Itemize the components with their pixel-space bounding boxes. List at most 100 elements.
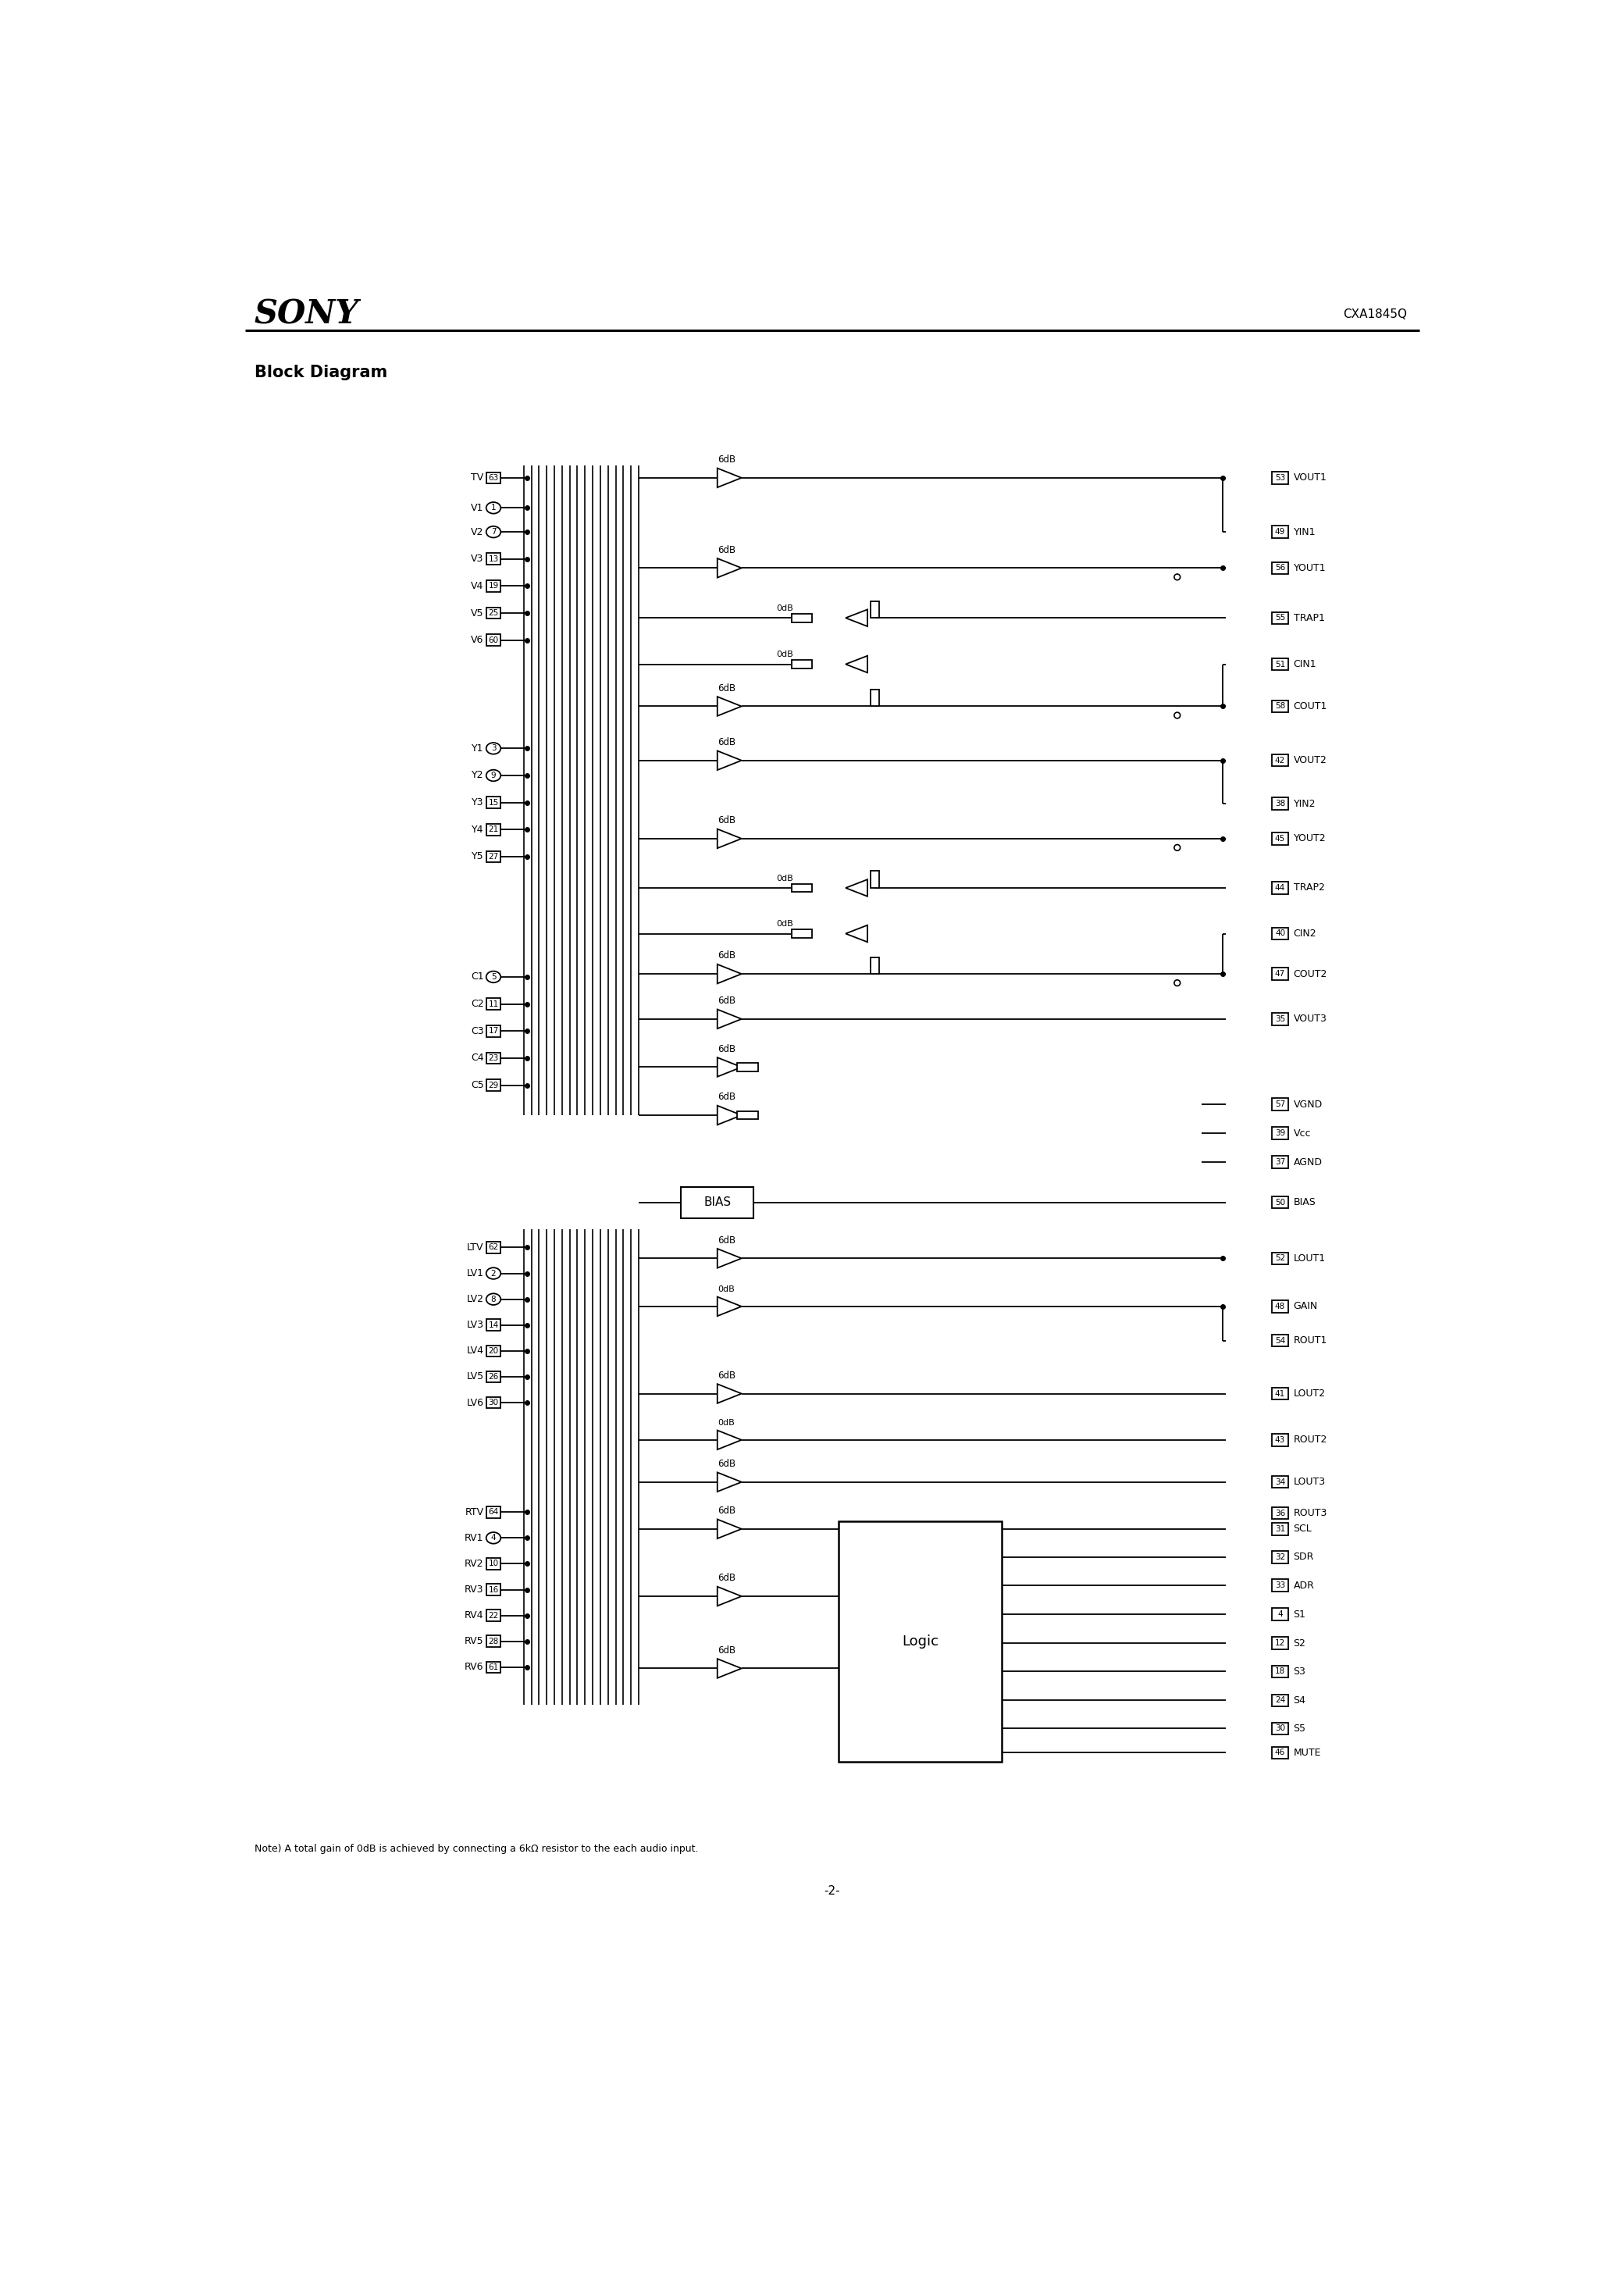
Text: 63: 63: [489, 474, 499, 481]
Bar: [1272, 1579, 1288, 1592]
Text: 31: 31: [1275, 1524, 1285, 1533]
Bar: [1272, 1301, 1288, 1312]
Text: CIN1: CIN1: [1293, 658, 1317, 670]
Bar: [1272, 1722, 1288, 1734]
Text: 56: 56: [1275, 565, 1285, 572]
Bar: [486, 1506, 500, 1517]
Text: 6dB: 6dB: [718, 1458, 736, 1469]
Text: 0dB: 0dB: [776, 652, 794, 658]
Text: LV1: LV1: [466, 1269, 484, 1278]
Text: 55: 55: [1275, 615, 1285, 622]
Text: RV1: RV1: [464, 1533, 484, 1542]
Text: C1: C1: [471, 973, 484, 982]
Text: 44: 44: [1275, 884, 1285, 891]
Text: LOUT2: LOUT2: [1293, 1390, 1325, 1399]
Text: VOUT1: VOUT1: [1293, 474, 1327, 483]
Bar: [486, 1583, 500, 1595]
Bar: [1272, 968, 1288, 980]
Polygon shape: [718, 1431, 742, 1449]
Bar: [1272, 699, 1288, 713]
Text: Y3: Y3: [471, 797, 484, 809]
Bar: [870, 870, 879, 888]
Text: 46: 46: [1275, 1750, 1285, 1756]
Bar: [1272, 1433, 1288, 1447]
Bar: [680, 1187, 754, 1219]
Polygon shape: [718, 1296, 742, 1317]
Text: LV5: LV5: [466, 1371, 484, 1383]
Text: 26: 26: [489, 1374, 499, 1380]
Text: 6dB: 6dB: [718, 1645, 736, 1656]
Text: 25: 25: [489, 608, 499, 617]
Bar: [737, 1064, 758, 1071]
Text: 38: 38: [1275, 800, 1285, 809]
Bar: [1272, 754, 1288, 765]
Text: Block Diagram: Block Diagram: [255, 364, 388, 380]
Text: 62: 62: [489, 1244, 499, 1251]
Polygon shape: [718, 1385, 742, 1403]
Text: 8: 8: [490, 1296, 495, 1303]
Bar: [1272, 831, 1288, 845]
Text: V4: V4: [471, 581, 484, 590]
Text: LV6: LV6: [466, 1399, 484, 1408]
Text: 7: 7: [490, 528, 495, 535]
Bar: [1272, 1196, 1288, 1207]
Text: SDR: SDR: [1293, 1551, 1314, 1563]
Text: COUT1: COUT1: [1293, 702, 1327, 711]
Text: 61: 61: [489, 1663, 499, 1672]
Text: CIN2: CIN2: [1293, 929, 1317, 939]
Text: 30: 30: [489, 1399, 499, 1406]
Text: RV5: RV5: [464, 1636, 484, 1647]
Text: 4: 4: [490, 1533, 495, 1542]
Polygon shape: [718, 829, 742, 847]
Text: 6dB: 6dB: [718, 1371, 736, 1380]
Text: TRAP1: TRAP1: [1293, 613, 1325, 622]
Bar: [793, 613, 812, 622]
Text: RV6: RV6: [464, 1663, 484, 1672]
Text: Y4: Y4: [471, 825, 484, 834]
Text: 35: 35: [1275, 1016, 1285, 1023]
Ellipse shape: [486, 770, 500, 781]
Bar: [486, 554, 500, 565]
Text: 6dB: 6dB: [718, 544, 736, 556]
Text: 50: 50: [1275, 1198, 1285, 1207]
Text: Vcc: Vcc: [1293, 1128, 1311, 1139]
Text: 28: 28: [489, 1638, 499, 1645]
Text: 45: 45: [1275, 834, 1285, 843]
Text: CXA1845Q: CXA1845Q: [1343, 308, 1406, 321]
Text: 6dB: 6dB: [718, 1043, 736, 1055]
Text: TV: TV: [471, 474, 484, 483]
Bar: [1272, 927, 1288, 939]
Text: 9: 9: [490, 772, 495, 779]
Text: 54: 54: [1275, 1337, 1285, 1344]
Ellipse shape: [486, 743, 500, 754]
Bar: [1272, 1608, 1288, 1620]
Text: 11: 11: [489, 1000, 499, 1007]
Polygon shape: [718, 1248, 742, 1269]
Circle shape: [1174, 574, 1181, 581]
Text: 6dB: 6dB: [718, 1506, 736, 1515]
Text: 36: 36: [1275, 1510, 1285, 1517]
Text: V6: V6: [471, 636, 484, 645]
Bar: [486, 472, 500, 483]
Bar: [486, 608, 500, 620]
Bar: [486, 998, 500, 1009]
Bar: [1272, 1524, 1288, 1535]
Bar: [1272, 1335, 1288, 1346]
Bar: [1272, 613, 1288, 624]
Text: 6dB: 6dB: [718, 1235, 736, 1246]
Text: 0dB: 0dB: [718, 1285, 736, 1294]
Text: C5: C5: [471, 1080, 484, 1091]
Bar: [1272, 1098, 1288, 1109]
Text: BIAS: BIAS: [703, 1196, 731, 1207]
Text: 52: 52: [1275, 1255, 1285, 1262]
Bar: [1272, 882, 1288, 893]
Text: 6dB: 6dB: [718, 1091, 736, 1103]
Bar: [870, 957, 879, 975]
Ellipse shape: [486, 526, 500, 538]
Bar: [1272, 526, 1288, 538]
Bar: [793, 929, 812, 939]
Polygon shape: [846, 925, 867, 943]
Polygon shape: [718, 752, 742, 770]
Text: 6dB: 6dB: [718, 738, 736, 747]
Bar: [793, 661, 812, 667]
